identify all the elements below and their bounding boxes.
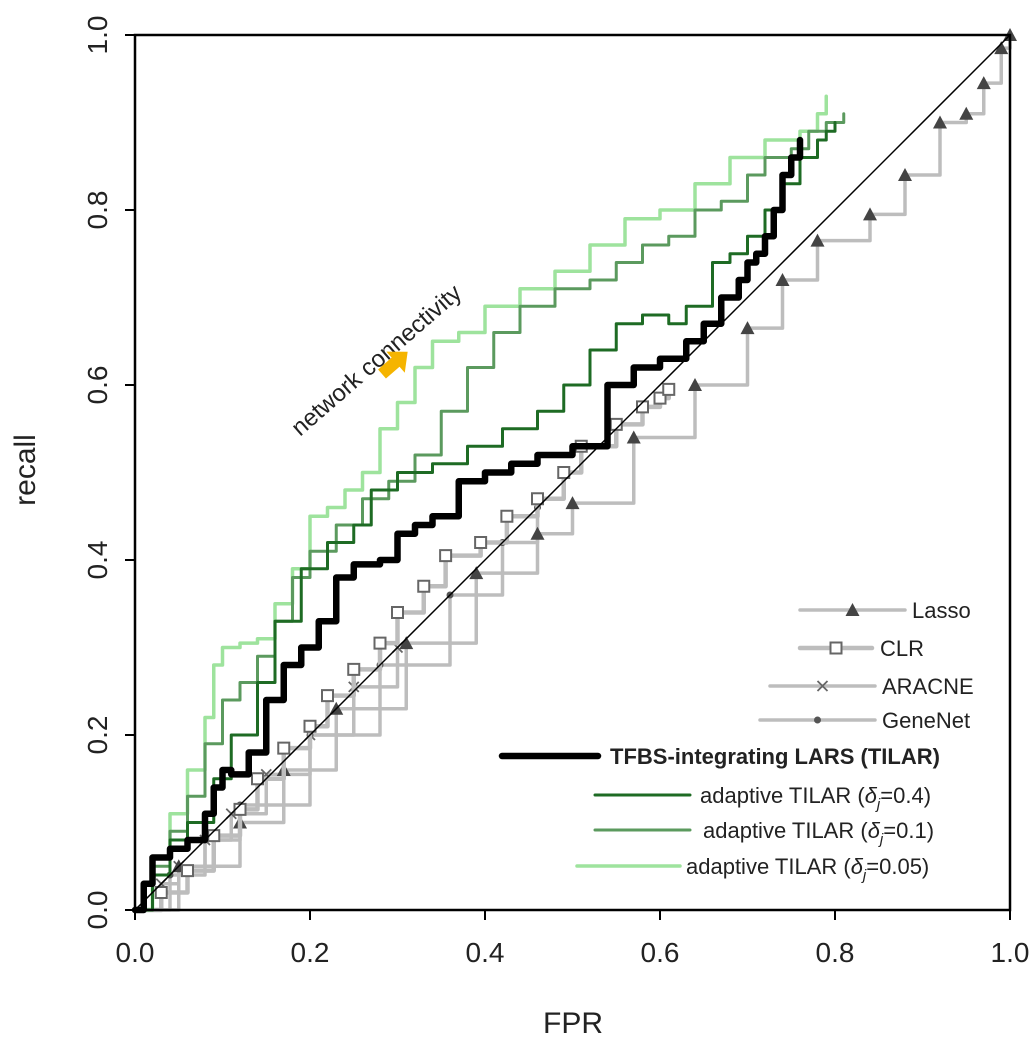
series-line bbox=[133, 121, 837, 912]
x-tick-label: 0.6 bbox=[641, 937, 680, 968]
arrow-shape bbox=[378, 351, 408, 379]
y-tick-label: 0.8 bbox=[82, 191, 113, 230]
x-axis-label: FPR bbox=[543, 1007, 603, 1038]
y-tick-label: 0.2 bbox=[82, 716, 113, 755]
y-tick-label: 0.6 bbox=[82, 366, 113, 405]
data-point bbox=[277, 741, 291, 755]
data-point bbox=[391, 606, 404, 619]
legend-item: Lasso bbox=[798, 598, 971, 623]
legend-item: ARACNE bbox=[768, 674, 974, 699]
data-point bbox=[688, 378, 702, 391]
data-point bbox=[233, 802, 247, 816]
data-point bbox=[810, 233, 825, 247]
legend-item: TFBS-integrating LARS (TILAR) bbox=[498, 744, 940, 769]
data-point bbox=[531, 492, 544, 506]
data-point bbox=[626, 430, 641, 444]
data-point bbox=[653, 391, 667, 405]
series-line bbox=[133, 112, 846, 912]
series-5 bbox=[133, 121, 837, 912]
data-point bbox=[439, 549, 453, 563]
data-point bbox=[898, 168, 912, 181]
data-point bbox=[154, 886, 168, 899]
legend-item: adaptive TILAR (δj=0.4) bbox=[593, 783, 931, 813]
y-tick-label: 1.0 bbox=[82, 16, 113, 55]
data-point bbox=[500, 509, 514, 523]
series-4 bbox=[131, 136, 804, 914]
diagonal-reference-line bbox=[134, 34, 1011, 911]
legend-label: adaptive TILAR (δj=0.1) bbox=[703, 818, 934, 848]
data-point bbox=[557, 466, 571, 479]
series-7 bbox=[133, 94, 828, 912]
y-tick-label: 0.4 bbox=[82, 541, 113, 580]
data-point bbox=[399, 636, 414, 650]
legend-label: GeneNet bbox=[882, 708, 970, 733]
arrow-icon bbox=[378, 351, 408, 379]
legend-item: adaptive TILAR (δj=0.1) bbox=[593, 818, 934, 848]
data-point bbox=[321, 689, 334, 703]
series-line bbox=[133, 94, 828, 912]
y-tick-label: 0.0 bbox=[82, 891, 113, 930]
data-point bbox=[863, 207, 877, 221]
data-point bbox=[530, 526, 545, 540]
legend-item: CLR bbox=[797, 636, 924, 661]
series-0 bbox=[133, 28, 1017, 912]
legend: Lasso CLR ARACNE GeneNet TFBS-integrating LA… bbox=[498, 598, 974, 884]
legend-item: adaptive TILAR (δj=0.05) bbox=[575, 854, 929, 884]
data-point bbox=[933, 115, 947, 129]
data-point bbox=[740, 321, 755, 335]
data-point bbox=[303, 719, 317, 733]
legend-label: adaptive TILAR (δj=0.05) bbox=[686, 854, 929, 884]
legend-marker bbox=[845, 603, 860, 616]
data-point bbox=[994, 41, 1009, 55]
series-line bbox=[131, 136, 804, 914]
data-point bbox=[251, 772, 264, 786]
data-point bbox=[474, 536, 488, 549]
data-point bbox=[469, 566, 484, 580]
legend-item: GeneNet bbox=[758, 708, 970, 733]
legend-marker bbox=[829, 641, 843, 655]
legend-label: adaptive TILAR (δj=0.4) bbox=[700, 783, 931, 813]
y-axis-label: recall bbox=[9, 434, 42, 506]
legend-marker bbox=[816, 680, 829, 692]
data-point bbox=[636, 400, 649, 414]
x-axis-ticks: 0.0 0.2 0.4 0.6 0.8 1.0 bbox=[116, 910, 1030, 968]
legend-label: ARACNE bbox=[882, 674, 974, 699]
data-point bbox=[565, 496, 580, 510]
legend-label: CLR bbox=[880, 636, 924, 661]
x-tick-label: 0.2 bbox=[291, 937, 330, 968]
data-point bbox=[775, 273, 790, 286]
data-point bbox=[976, 76, 991, 90]
x-tick-label: 0.8 bbox=[816, 937, 855, 968]
legend-label: Lasso bbox=[912, 598, 971, 623]
x-tick-label: 0.0 bbox=[116, 937, 155, 968]
x-tick-label: 0.4 bbox=[466, 937, 505, 968]
series-6 bbox=[133, 112, 846, 912]
data-point bbox=[662, 382, 676, 396]
data-point bbox=[959, 106, 974, 120]
data-point bbox=[181, 864, 194, 878]
plot-frame bbox=[133, 33, 1012, 912]
data-point bbox=[417, 579, 431, 593]
x-tick-label: 1.0 bbox=[991, 937, 1030, 968]
data-point bbox=[347, 662, 361, 676]
legend-label: TFBS-integrating LARS (TILAR) bbox=[610, 744, 940, 769]
legend-marker bbox=[814, 716, 821, 724]
data-point bbox=[373, 636, 387, 650]
y-axis-ticks: 0.0 0.2 0.4 0.6 0.8 1.0 bbox=[82, 16, 135, 930]
